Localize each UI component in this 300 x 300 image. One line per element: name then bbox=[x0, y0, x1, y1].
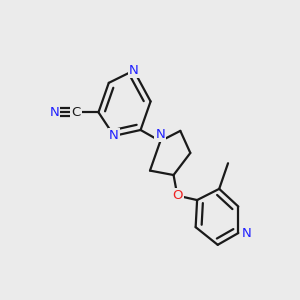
Text: C: C bbox=[71, 106, 81, 119]
Text: N: N bbox=[155, 128, 165, 141]
Text: O: O bbox=[172, 189, 183, 202]
Text: N: N bbox=[109, 129, 119, 142]
Text: N: N bbox=[50, 106, 59, 119]
Text: N: N bbox=[129, 64, 139, 77]
Text: N: N bbox=[242, 226, 251, 239]
